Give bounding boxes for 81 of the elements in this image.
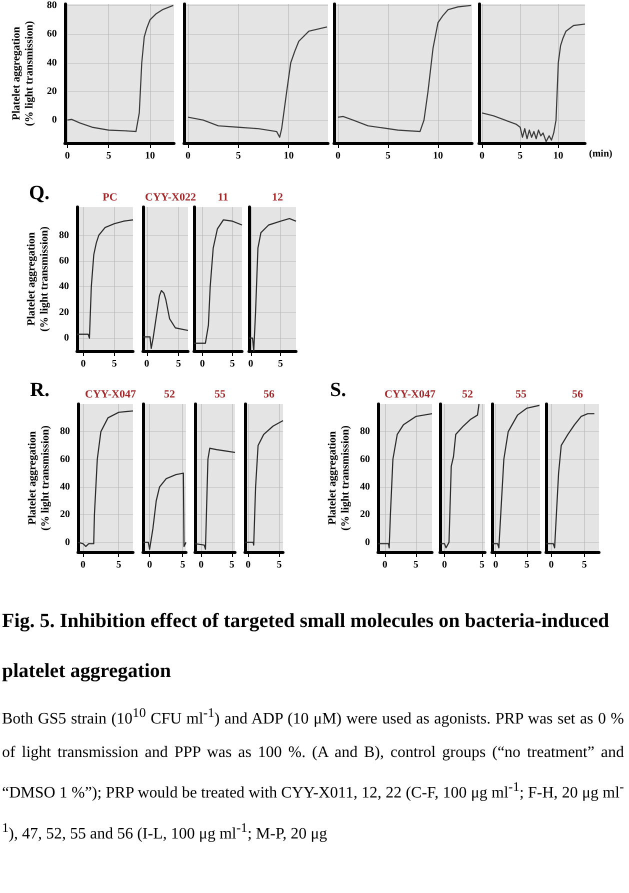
line-series [66, 4, 174, 132]
x-tick-label: 5 [278, 358, 284, 370]
chart-title: 11 [218, 192, 228, 204]
chart-title: 52 [462, 388, 474, 400]
chart-title: 56 [572, 388, 584, 400]
y-tick-label: 0 [365, 536, 370, 548]
text: Both GS5 strain (10$^{10}$ CFU ml$^{-1}$) and ADP (10 μM) were used as agonists. PRP was set as 0 % of light transmission and PPP was as 100 %. (A and B), control groups (“no treatment” and “DMSO 1 %”); PRP would be treated with CYY-X011, 12, 22 (C-F, 100 μg ml$^{-1}$; F-H, 20 μg ml$^{-}$$^{1}$), 47, 52, 55 and 56 (I-L, 100 μg ml$^{-1}$; M-P, 20 μg [2, 705, 624, 842]
text: Q. [29, 182, 50, 204]
chart-title: CYY-X047 [384, 388, 436, 400]
x-tick-label: 5 [386, 150, 390, 162]
y-tick-label: 0 [52, 114, 57, 126]
x-tick-label: 0 [493, 560, 498, 570]
chart-title: CYY-X022 [145, 192, 196, 204]
text: R. [30, 379, 50, 401]
y-tick-label: 60 [46, 28, 57, 40]
y-tick-label: 20 [46, 86, 57, 97]
x-tick-label: 5 [236, 150, 241, 162]
x-tick-label: 0 [80, 358, 86, 370]
y-axis-title: Platelet aggregation (% light transmission) [10, 20, 36, 126]
y-tick-label: 20 [59, 306, 69, 318]
y-axis-title: Platelet aggregation (% light transmission) [26, 226, 50, 332]
x-tick-label: 0 [480, 150, 485, 162]
y-tick-label: 60 [360, 454, 370, 465]
x-axis-title: (min) [589, 148, 612, 160]
x-tick-label: 5 [229, 560, 234, 570]
text: S. [330, 379, 346, 401]
y-tick-label: 40 [46, 57, 57, 68]
y-tick-label: 20 [360, 509, 370, 520]
line-series [377, 413, 433, 548]
y-axis-title: Platelet aggregation (% light transmission) [326, 425, 352, 531]
chart-title: 55 [516, 388, 527, 400]
y-tick-label: 80 [59, 230, 69, 241]
x-tick-label: 5 [176, 358, 181, 370]
x-tick-label: 10 [433, 150, 443, 162]
chart-title: Fig. 5. Inhibition effect of targeted small molecules on bacteria-induced platelet aggregation [2, 610, 610, 682]
x-tick-label: 5 [230, 358, 235, 370]
x-tick-label: 0 [442, 560, 447, 570]
x-tick-label: 0 [198, 560, 204, 570]
x-tick-label: 5 [112, 358, 117, 370]
y-tick-label: 40 [360, 481, 370, 492]
x-tick-label: 5 [106, 150, 112, 162]
y-tick-label: 80 [360, 426, 370, 438]
y-tick-label: 40 [59, 281, 69, 292]
chart-title: 12 [272, 192, 284, 204]
chart-title: PC [102, 192, 118, 204]
x-tick-label: 5 [180, 560, 186, 570]
chart-title: 55 [214, 388, 226, 400]
x-tick-label: 0 [248, 358, 254, 370]
x-tick-label: 0 [246, 560, 251, 570]
y-axis-title: Platelet aggregation (% light transmission) [26, 425, 52, 531]
line-series [76, 219, 134, 339]
y-tick-label: 80 [46, 0, 57, 11]
line-series [77, 410, 134, 548]
x-tick-label: 0 [186, 150, 191, 162]
x-tick-label: 0 [80, 560, 86, 570]
x-tick-label: 5 [276, 560, 282, 570]
chart-title: CYY-X047 [85, 388, 136, 400]
x-tick-label: 5 [413, 560, 418, 570]
x-tick-label: 10 [284, 150, 294, 162]
x-tick-label: 5 [480, 560, 484, 570]
y-tick-label: 40 [60, 481, 70, 492]
x-tick-label: 0 [200, 358, 205, 370]
y-tick-label: 20 [60, 509, 70, 520]
x-tick-label: 5 [518, 150, 523, 162]
x-tick-label: 5 [582, 560, 587, 570]
y-tick-label: 0 [65, 536, 70, 548]
x-tick-label: 5 [116, 560, 122, 570]
y-tick-label: 0 [64, 332, 69, 344]
x-tick-label: 0 [382, 560, 388, 570]
y-tick-label: 60 [59, 256, 69, 266]
x-tick-label: 0 [548, 560, 554, 570]
x-tick-label: 0 [336, 150, 340, 162]
chart-title: 52 [164, 388, 176, 400]
x-tick-label: 0 [144, 358, 150, 370]
chart-title: 56 [264, 388, 275, 400]
x-tick-label: 0 [147, 560, 152, 570]
x-tick-label: 10 [553, 150, 564, 162]
x-tick-label: 10 [145, 150, 156, 162]
y-tick-label: 80 [60, 426, 70, 438]
y-tick-label: 60 [60, 454, 70, 465]
x-tick-label: 5 [524, 560, 530, 570]
